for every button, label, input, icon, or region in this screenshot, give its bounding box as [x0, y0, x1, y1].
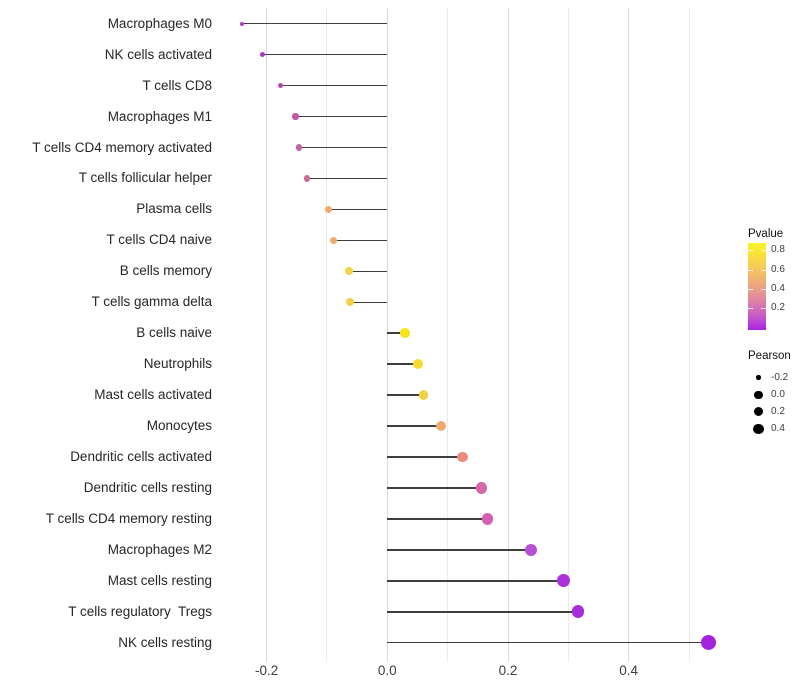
row-label: NK cells resting [118, 634, 212, 650]
lollipop-dot [524, 543, 537, 556]
lollipop-stem [387, 425, 441, 427]
pvalue-colorbar-tick [748, 269, 753, 271]
lollipop-stem [280, 84, 388, 87]
lollipop-stem [295, 115, 388, 118]
row-label: T cells CD4 memory resting [45, 510, 212, 526]
row-label: Mast cells resting [107, 572, 212, 588]
pvalue-colorbar-tick [748, 308, 753, 310]
row-label: T cells follicular helper [78, 170, 212, 186]
row-label: Macrophages M1 [107, 108, 212, 124]
pvalue-tick-label: 0.2 [771, 302, 785, 314]
pearson-legend-label: 0.2 [771, 405, 785, 417]
lollipop-stem [349, 301, 388, 303]
lollipop-dot [260, 52, 266, 58]
lollipop-dot [413, 359, 423, 369]
pvalue-tick-label: 0.4 [771, 282, 785, 294]
x-tick-label: 0.2 [498, 663, 518, 678]
lollipop-stem [387, 549, 531, 551]
x-tick-label: 0.4 [619, 663, 639, 678]
pvalue-colorbar-tick [761, 288, 766, 290]
gridline-major [386, 8, 388, 662]
row-label: Dendritic cells activated [70, 449, 212, 464]
pearson-legend-dot [753, 407, 764, 417]
lollipop-dot [418, 390, 429, 401]
lollipop-stem [299, 146, 388, 149]
gridline-major [266, 8, 268, 662]
pvalue-colorbar [748, 243, 766, 330]
row-label: Macrophages M2 [107, 541, 212, 557]
gridline-major [507, 8, 509, 662]
row-label: Monocytes [146, 418, 212, 434]
lollipop-stem [387, 332, 405, 334]
lollipop-stem [241, 22, 388, 25]
lollipop-dot [239, 21, 244, 26]
row-label: Plasma cells [136, 201, 212, 217]
pearson-legend-label: 0.4 [771, 423, 785, 435]
lollipop-stem [387, 394, 424, 396]
row-label: B cells memory [119, 263, 212, 279]
pvalue-tick-label: 0.6 [771, 263, 785, 275]
lollipop-dot [557, 574, 570, 588]
gridline-minor [688, 8, 690, 662]
lollipop-dot [571, 605, 585, 619]
pvalue-colorbar-tick [748, 250, 753, 252]
lollipop-stem [387, 456, 463, 458]
lollipop-dot [329, 236, 338, 245]
lollipop-dot [345, 298, 354, 307]
lollipop-dot [400, 328, 410, 338]
pvalue-tick-label: 0.8 [771, 244, 785, 256]
lollipop-stem [387, 611, 578, 613]
lollipop-stem [387, 363, 419, 365]
lollipop-dot [277, 82, 284, 89]
lollipop-stem [307, 177, 388, 180]
lollipop-stem [328, 208, 388, 211]
row-label: T cells gamma delta [91, 294, 212, 310]
row-label: T cells CD4 memory activated [32, 139, 212, 155]
lollipop-dot [481, 513, 494, 525]
lollipop-dot [344, 267, 353, 276]
pvalue-colorbar-tick [748, 288, 753, 290]
lollipop-stem [387, 518, 488, 520]
pearson-legend-label: 0.0 [771, 388, 785, 400]
x-tick-label: 0.0 [377, 663, 397, 678]
row-label: T cells CD4 naive [106, 232, 212, 248]
row-label: B cells naive [136, 325, 212, 341]
row-label: NK cells activated [104, 46, 212, 62]
pearson-legend-dot [753, 423, 764, 435]
row-label: Dendritic cells resting [83, 479, 212, 495]
lollipop-stem [262, 53, 388, 56]
lollipop-dot [475, 482, 487, 494]
pvalue-legend-title: Pvalue [748, 228, 784, 240]
row-label: T cells CD8 [142, 77, 212, 93]
row-label: T cells regulatory Tregs [68, 603, 212, 619]
gridline-minor [567, 8, 569, 662]
pearson-legend-dot [756, 375, 761, 380]
lollipop-stem [333, 239, 388, 242]
row-label: Neutrophils [143, 356, 212, 372]
gridline-minor [447, 8, 449, 662]
row-label: Mast cells activated [94, 387, 212, 403]
lollipop-stem [387, 487, 482, 489]
lollipop-dot [457, 451, 469, 463]
pvalue-colorbar-tick [761, 269, 766, 271]
x-tick-label: -0.2 [254, 663, 279, 678]
lollipop-dot [303, 175, 311, 182]
lollipop-stem [348, 270, 388, 273]
pearson-legend-label: -0.2 [771, 371, 789, 383]
gridline-major [628, 8, 630, 662]
lollipop-stem [387, 580, 564, 582]
lollipop-dot [292, 113, 299, 120]
lollipop-dot [325, 205, 333, 214]
pvalue-colorbar-tick [761, 250, 766, 252]
lollipop-stem [387, 641, 709, 644]
lollipop-dot [701, 635, 717, 651]
pvalue-colorbar-tick [761, 308, 766, 310]
pearson-legend-title: Pearson [748, 350, 791, 362]
pearson-legend-dot [754, 390, 763, 399]
gridline-minor [326, 8, 328, 662]
lollipop-dot [435, 420, 447, 432]
lollipop-dot [295, 144, 303, 151]
row-label: Macrophages M0 [107, 15, 212, 31]
